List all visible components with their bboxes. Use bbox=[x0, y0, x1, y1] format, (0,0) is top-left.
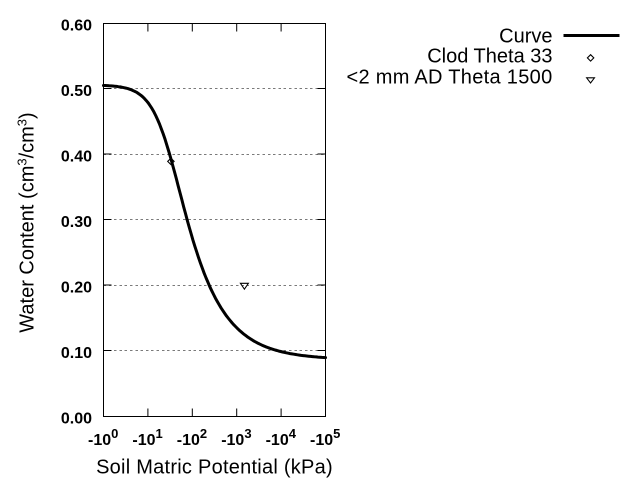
svg-text:0.60: 0.60 bbox=[61, 18, 92, 35]
svg-text:-105: -105 bbox=[310, 426, 340, 449]
svg-text:-103: -103 bbox=[221, 426, 251, 449]
svg-text:0.10: 0.10 bbox=[61, 345, 92, 362]
svg-text:Soil Matric Potential (kPa): Soil Matric Potential (kPa) bbox=[96, 457, 333, 479]
svg-text:Curve: Curve bbox=[499, 26, 552, 48]
svg-text:-101: -101 bbox=[132, 426, 162, 449]
svg-text:0.40: 0.40 bbox=[61, 149, 92, 166]
svg-text:-100: -100 bbox=[88, 426, 118, 449]
svg-text:Water Content (cm3/cm3): Water Content (cm3/cm3) bbox=[15, 112, 39, 332]
svg-text:Clod Theta 33: Clod Theta 33 bbox=[427, 45, 552, 67]
svg-text:0.00: 0.00 bbox=[61, 411, 92, 428]
svg-text:-102: -102 bbox=[177, 426, 207, 449]
svg-text:0.50: 0.50 bbox=[61, 83, 92, 100]
svg-text:<2 mm AD Theta 1500: <2 mm AD Theta 1500 bbox=[346, 67, 552, 89]
svg-text:0.20: 0.20 bbox=[61, 280, 92, 297]
svg-text:0.30: 0.30 bbox=[61, 214, 92, 231]
